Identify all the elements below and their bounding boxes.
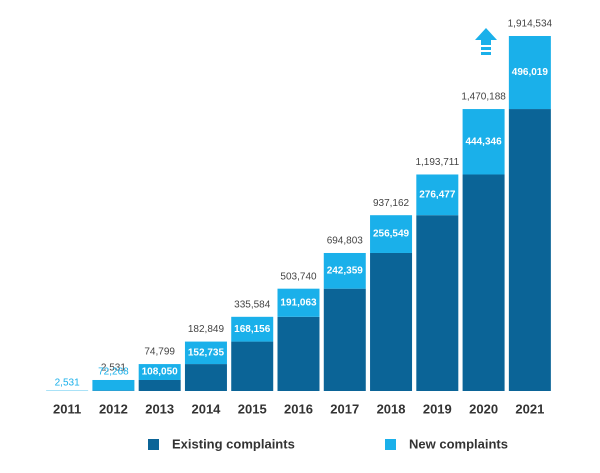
value-label: 242,359 bbox=[327, 265, 364, 276]
legend-label: Existing complaints bbox=[172, 436, 295, 451]
existing-label: 182,849 bbox=[188, 324, 225, 335]
value-label: 152,735 bbox=[188, 347, 225, 358]
bar-segment bbox=[370, 252, 413, 391]
up-arrow-icon bbox=[475, 28, 497, 55]
bar-segment bbox=[323, 288, 366, 391]
value-label: 2,531 bbox=[55, 377, 80, 388]
x-tick-label: 2019 bbox=[423, 401, 452, 416]
bar-segment bbox=[370, 215, 413, 253]
bar-segment bbox=[231, 341, 274, 391]
x-tick-label: 2018 bbox=[377, 401, 406, 416]
bar-segment bbox=[277, 288, 320, 317]
value-label: 168,156 bbox=[234, 324, 271, 335]
existing-label: 1,193,711 bbox=[415, 157, 459, 168]
existing-label: 1,914,534 bbox=[508, 19, 553, 30]
bar-segment bbox=[184, 341, 227, 365]
x-tick-label: 2011 bbox=[53, 401, 81, 416]
value-label: 108,050 bbox=[142, 367, 179, 378]
existing-label: 74,799 bbox=[144, 347, 175, 358]
existing-label: 503,740 bbox=[280, 271, 317, 282]
x-tick-label: 2013 bbox=[145, 401, 174, 416]
bar-segment bbox=[416, 174, 459, 216]
x-tick-label: 2012 bbox=[99, 401, 128, 416]
x-tick-label: 2021 bbox=[515, 401, 544, 416]
value-label: 276,477 bbox=[419, 189, 456, 200]
x-tick-label: 2015 bbox=[238, 401, 267, 416]
existing-label: 1,470,188 bbox=[461, 92, 506, 103]
bar-segment bbox=[508, 36, 551, 110]
bar-segment bbox=[323, 252, 366, 289]
bar-segment bbox=[508, 109, 551, 391]
bar-segment bbox=[462, 109, 505, 175]
x-tick-label: 2016 bbox=[284, 401, 313, 416]
bar-segment bbox=[462, 174, 505, 391]
legend-swatch bbox=[385, 439, 396, 450]
x-tick-label: 2017 bbox=[330, 401, 359, 416]
bar-segment bbox=[138, 364, 181, 380]
x-tick-label: 2014 bbox=[191, 401, 221, 416]
bar-segment bbox=[277, 316, 320, 391]
existing-label: 335,584 bbox=[234, 299, 271, 310]
bar-segment bbox=[92, 379, 135, 391]
x-tick-label: 2020 bbox=[469, 401, 498, 416]
bar-segment bbox=[138, 379, 181, 391]
existing-label: 694,803 bbox=[327, 236, 364, 247]
value-label: 256,549 bbox=[373, 229, 410, 240]
value-label: 496,019 bbox=[512, 67, 549, 78]
value-label: 444,346 bbox=[466, 136, 503, 147]
existing-label: 2,531 bbox=[101, 363, 126, 374]
value-label: 72,268 bbox=[98, 367, 129, 378]
bar-segment bbox=[231, 316, 274, 342]
value-label: 191,063 bbox=[280, 297, 317, 308]
legend-swatch bbox=[148, 439, 159, 450]
legend-label: New complaints bbox=[409, 436, 508, 451]
existing-label: 937,162 bbox=[373, 198, 410, 209]
bar-segment bbox=[184, 364, 227, 391]
bar-segment bbox=[416, 215, 459, 391]
